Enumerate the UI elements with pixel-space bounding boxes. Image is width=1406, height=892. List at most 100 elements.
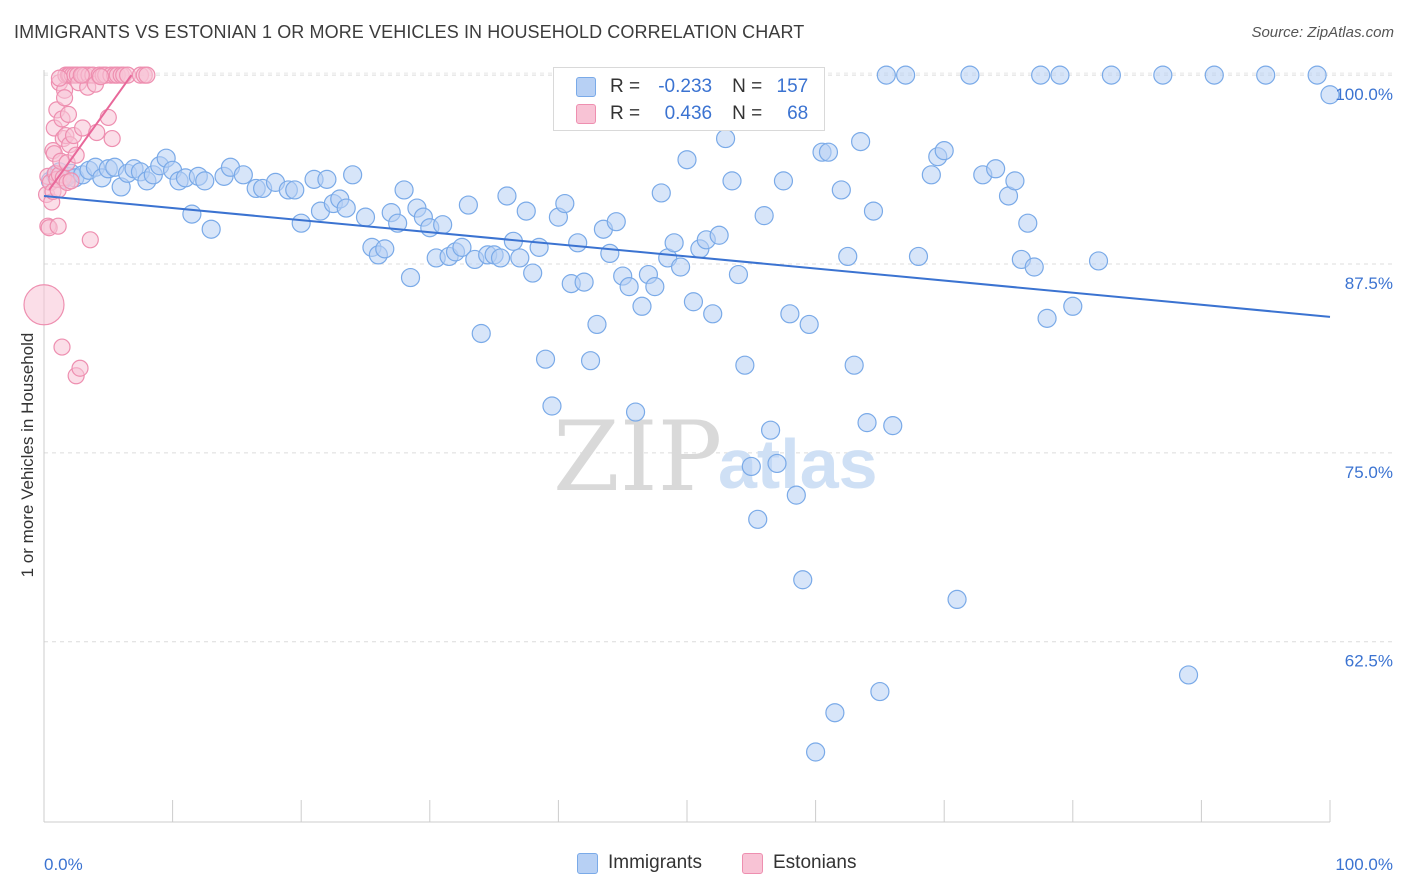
immigrant-point <box>535 349 556 369</box>
estonian-point <box>23 284 65 326</box>
immigrant-point <box>285 180 305 200</box>
immigrant-point <box>825 703 845 723</box>
immigrant-point <box>818 142 839 162</box>
immigrant-point <box>490 248 511 268</box>
immigrant-point <box>921 165 941 185</box>
immigrant-point <box>201 219 221 239</box>
correlation-legend: R = -0.233 N = 157 R = 0.436 N = 68 <box>553 67 825 131</box>
gridlines <box>44 72 1392 643</box>
y-tick-label: 100.0% <box>1335 85 1393 104</box>
immigrant-point <box>664 233 684 253</box>
immigrant-point <box>670 257 691 277</box>
immigrant-point <box>619 277 639 297</box>
estonian-point <box>73 119 92 137</box>
y-tick-label: 62.5% <box>1345 652 1393 671</box>
data-points <box>23 65 1340 762</box>
immigrant-point <box>458 195 478 215</box>
legend-r-label: R = <box>610 76 641 97</box>
immigrant-point <box>1018 213 1038 233</box>
immigrant-point <box>805 742 826 762</box>
immigrant-point <box>433 215 453 235</box>
immigrant-point <box>799 314 819 335</box>
immigrant-point <box>195 171 215 191</box>
y-axis-label: 1 or more Vehicles in Household <box>18 332 37 578</box>
chart-title: IMMIGRANTS VS ESTONIAN 1 OR MORE VEHICLE… <box>14 22 805 42</box>
immigrant-point <box>677 150 697 170</box>
immigrant-trend-line <box>43 194 1331 318</box>
immigrant-point <box>1005 171 1025 191</box>
immigrant-point <box>715 128 736 149</box>
immigrant-point <box>555 193 575 214</box>
estonian-point <box>49 217 67 235</box>
immigrant-point <box>1153 65 1173 85</box>
legend-n-label: N = <box>732 76 763 97</box>
immigrant-point <box>831 180 851 200</box>
immigrant-point <box>722 171 742 191</box>
immigrant-point <box>876 65 896 85</box>
legend-r-label: R = <box>610 103 641 124</box>
immigrant-point <box>1050 65 1070 85</box>
immigrant-point <box>896 65 916 85</box>
immigrant-point <box>857 413 877 433</box>
immigrant-point <box>735 355 755 375</box>
estonian-point <box>62 172 80 190</box>
immigrant-point <box>793 570 813 590</box>
immigrant-point <box>568 233 588 253</box>
trend-lines <box>43 74 1331 318</box>
immigrant-point <box>863 201 884 221</box>
estonian-point <box>81 231 99 249</box>
immigrant-point <box>516 201 536 221</box>
immigrant-point <box>1031 65 1051 85</box>
legend-swatch-estonians <box>576 104 596 124</box>
immigrant-point <box>1204 65 1224 85</box>
immigrant-point <box>343 165 363 185</box>
immigrant-point <box>355 207 376 227</box>
immigrant-point <box>870 681 890 702</box>
immigrant-point <box>606 212 626 232</box>
immigrant-point <box>908 246 929 267</box>
immigrant-point <box>986 159 1006 179</box>
immigrant-point <box>471 323 491 344</box>
legend-n-value: 157 <box>776 76 809 97</box>
bottom-legend-immigrants: Immigrants <box>577 852 702 874</box>
immigrant-point <box>703 304 723 324</box>
estonian-point <box>103 129 121 148</box>
immigrant-point <box>760 420 781 440</box>
y-tick-label: 87.5% <box>1345 274 1393 293</box>
bottom-legend-swatch-estonians <box>742 852 763 874</box>
immigrant-point <box>1037 308 1057 328</box>
immigrant-point <box>317 169 337 189</box>
immigrant-point <box>625 402 646 422</box>
immigrant-point <box>780 304 800 324</box>
immigrant-point <box>394 180 414 200</box>
estonian-point <box>71 359 89 377</box>
immigrant-point <box>336 198 356 218</box>
immigrant-point <box>574 272 594 292</box>
immigrant-point <box>580 351 601 371</box>
bottom-legend-swatch-immigrants <box>577 852 598 874</box>
estonian-point <box>138 66 156 84</box>
legend-n-value: 68 <box>787 103 809 124</box>
immigrant-point <box>741 456 761 477</box>
legend-n-label: N = <box>732 103 763 124</box>
legend-swatch-immigrants <box>576 77 596 97</box>
immigrant-point <box>844 355 864 375</box>
immigrant-point <box>960 65 980 85</box>
immigrant-point <box>709 225 729 245</box>
immigrant-point <box>748 509 768 529</box>
immigrant-point <box>510 248 530 268</box>
immigrant-point <box>400 267 421 288</box>
immigrant-point <box>497 186 517 206</box>
immigrant-point <box>645 277 665 297</box>
immigrant-point <box>233 165 253 185</box>
immigrant-point <box>851 131 871 152</box>
x-tick-label-max: 100.0% <box>1335 855 1393 874</box>
immigrant-point <box>375 239 395 259</box>
immigrant-point <box>523 263 543 283</box>
immigrant-point <box>587 314 607 335</box>
y-tick-label: 75.0% <box>1345 463 1393 482</box>
estonian-point <box>91 68 110 86</box>
estonian-point <box>55 89 74 107</box>
legend-r-value: -0.233 <box>658 76 713 97</box>
bottom-legend-estonians: Estonians <box>742 852 856 874</box>
